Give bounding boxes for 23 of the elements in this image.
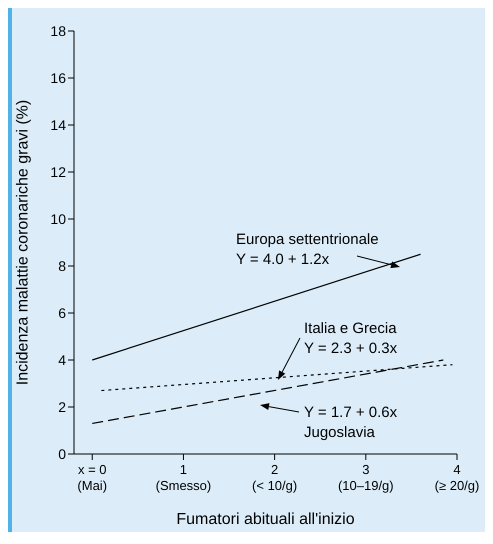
x-tick-label: x = 0 (Mai)	[77, 462, 108, 493]
y-tick-label: 12	[50, 164, 66, 180]
x-tick-label: 3 (10–19/g)	[338, 462, 394, 493]
text: Italia e Grecia	[304, 320, 398, 337]
y-tick-label: 2	[58, 398, 66, 415]
x-tick-label: 2 (< 10/g)	[252, 462, 298, 493]
y-tick-label: 16	[50, 70, 66, 86]
annotation: Y = 1.7 + 0.6x	[304, 404, 398, 421]
y-tick-label: 0	[58, 446, 66, 462]
y-tick-label: 4	[58, 352, 66, 368]
y-tick-label: 8	[58, 258, 66, 274]
text: Jugoslavia	[304, 424, 376, 441]
y-tick-label: 6	[58, 304, 66, 321]
x-tick-label: 4 (≥ 20/g)	[434, 462, 480, 493]
series-label: Europa settentrionale	[236, 231, 379, 248]
annotation: Y = 4.0 + 1.2x	[236, 251, 330, 268]
y-axis-title: Incidenza malattie coronariche gravi (%)	[14, 100, 32, 386]
x-axis-title: Fumatori abituali all'inizio	[176, 511, 355, 528]
x-tick-label: 1 (Smesso)	[156, 462, 212, 493]
y-tick-label: 10	[50, 210, 66, 227]
annotation: Y = 2.3 + 0.3x	[304, 340, 398, 357]
y-tick-label: 18	[50, 22, 66, 39]
y-tick-label: 14	[50, 116, 66, 133]
